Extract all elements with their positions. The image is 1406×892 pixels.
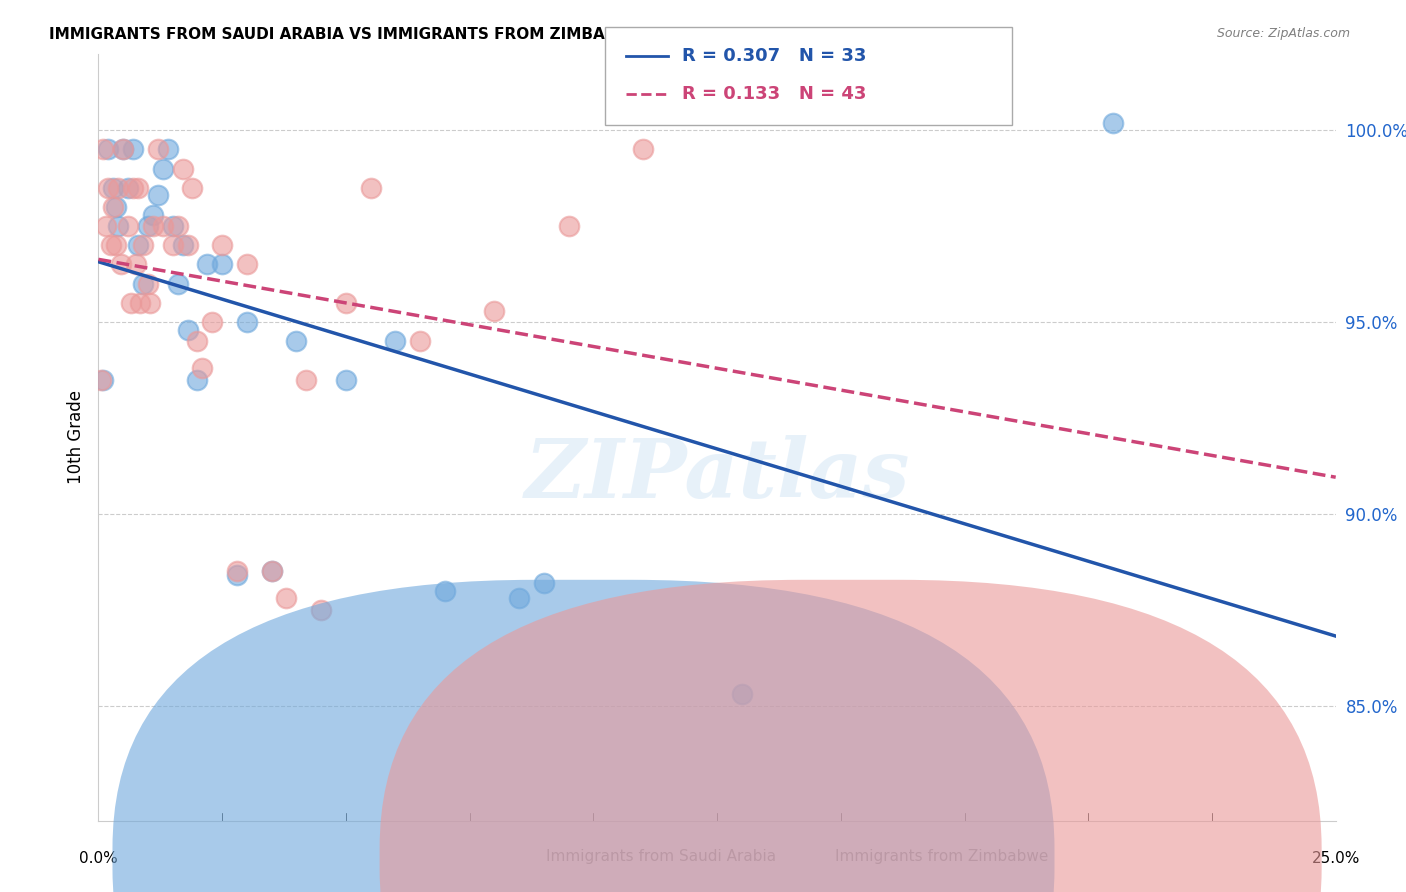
Point — [117, 219, 139, 234]
Point — [127, 238, 149, 252]
Point — [211, 258, 233, 272]
Point — [104, 238, 127, 252]
Point — [172, 238, 194, 252]
Y-axis label: 10th Grade: 10th Grade — [66, 390, 84, 484]
Point — [335, 373, 357, 387]
Point — [236, 315, 259, 329]
Point — [211, 238, 233, 252]
Point — [124, 258, 146, 272]
Point — [104, 200, 127, 214]
Point — [236, 258, 259, 272]
Point — [93, 373, 115, 387]
Point — [176, 238, 198, 252]
Point — [201, 315, 224, 329]
Text: R = 0.133   N = 43: R = 0.133 N = 43 — [682, 85, 866, 103]
Text: Immigrants from Zimbabwe: Immigrants from Zimbabwe — [835, 849, 1049, 863]
Point — [162, 219, 184, 234]
Point — [186, 373, 208, 387]
Point — [146, 188, 169, 202]
Text: 25.0%: 25.0% — [1312, 851, 1360, 866]
Point — [533, 575, 555, 590]
Point — [136, 219, 159, 234]
Point — [484, 303, 506, 318]
Point — [136, 277, 159, 291]
Point — [120, 296, 142, 310]
Point — [127, 181, 149, 195]
Point — [172, 161, 194, 176]
Point — [117, 181, 139, 195]
Point — [191, 361, 214, 376]
Point — [433, 583, 456, 598]
Point — [107, 219, 129, 234]
Point — [156, 143, 179, 157]
Point — [186, 334, 208, 349]
Point — [103, 181, 125, 195]
Point — [309, 603, 332, 617]
Text: R = 0.307   N = 33: R = 0.307 N = 33 — [682, 47, 866, 65]
Point — [260, 565, 283, 579]
Point — [110, 258, 132, 272]
Point — [142, 219, 165, 234]
Point — [166, 219, 188, 234]
Point — [103, 200, 125, 214]
Point — [90, 373, 112, 387]
Point — [226, 568, 249, 582]
Point — [1102, 115, 1125, 129]
Point — [409, 334, 432, 349]
Text: IMMIGRANTS FROM SAUDI ARABIA VS IMMIGRANTS FROM ZIMBABWE 10TH GRADE CORRELATION : IMMIGRANTS FROM SAUDI ARABIA VS IMMIGRAN… — [49, 27, 945, 42]
Point — [285, 334, 308, 349]
Point — [97, 143, 120, 157]
Point — [122, 181, 145, 195]
Point — [631, 143, 654, 157]
Point — [142, 208, 165, 222]
Point — [112, 143, 135, 157]
Point — [129, 296, 152, 310]
Point — [181, 181, 204, 195]
Point — [107, 181, 129, 195]
Point — [100, 238, 122, 252]
Point — [152, 219, 174, 234]
Point — [226, 565, 249, 579]
Point — [508, 591, 530, 606]
Point — [162, 238, 184, 252]
Point — [112, 143, 135, 157]
Point — [146, 143, 169, 157]
Point — [276, 591, 298, 606]
Point — [122, 143, 145, 157]
Point — [260, 565, 283, 579]
Text: 0.0%: 0.0% — [79, 851, 118, 866]
Text: ZIPatlas: ZIPatlas — [524, 435, 910, 516]
Point — [132, 277, 155, 291]
Point — [93, 143, 115, 157]
Point — [557, 219, 579, 234]
Point — [132, 238, 155, 252]
Point — [335, 296, 357, 310]
Point — [295, 373, 318, 387]
Point — [360, 181, 382, 195]
Point — [152, 161, 174, 176]
Point — [384, 334, 406, 349]
Point — [139, 296, 162, 310]
Point — [97, 181, 120, 195]
Point — [731, 687, 754, 701]
Text: Immigrants from Saudi Arabia: Immigrants from Saudi Arabia — [546, 849, 776, 863]
Point — [195, 258, 218, 272]
Point — [94, 219, 117, 234]
Text: Source: ZipAtlas.com: Source: ZipAtlas.com — [1216, 27, 1350, 40]
Point — [166, 277, 188, 291]
Point — [176, 323, 198, 337]
